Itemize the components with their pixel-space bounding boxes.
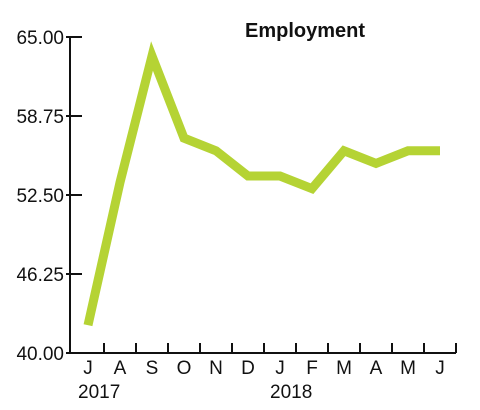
y-tick-label: 46.25 <box>16 265 64 286</box>
y-tick-label: 65.00 <box>16 28 64 49</box>
x-tick-label: J <box>435 358 445 379</box>
y-tick-label: 40.00 <box>16 344 64 365</box>
x-tick-label: S <box>146 358 159 379</box>
x-year-label: 2017 <box>78 382 120 403</box>
data-point <box>183 137 185 139</box>
x-tick-label: A <box>114 358 127 379</box>
data-point <box>119 181 121 183</box>
data-point <box>439 150 441 152</box>
x-tick-label: M <box>336 358 352 379</box>
data-point <box>151 55 153 57</box>
y-axis: 40.00 46.25 52.50 58.75 65.00 <box>16 28 82 365</box>
x-tick-label: F <box>306 358 318 379</box>
data-point <box>407 150 409 152</box>
y-tick-label: 52.50 <box>16 186 64 207</box>
x-tick-label: O <box>177 358 192 379</box>
data-point <box>215 150 217 152</box>
x-tick-label: N <box>209 358 223 379</box>
y-tick-label: 58.75 <box>16 107 64 128</box>
x-year-label: 2018 <box>270 382 312 403</box>
series-line <box>83 41 440 327</box>
data-point <box>87 324 89 326</box>
data-point <box>311 188 313 190</box>
data-point <box>279 175 281 177</box>
series-layer <box>83 41 441 327</box>
x-tick-label: J <box>275 358 285 379</box>
data-point <box>343 150 345 152</box>
data-point <box>247 175 249 177</box>
x-tick-label: M <box>400 358 416 379</box>
x-tick-label: D <box>241 358 255 379</box>
data-point <box>375 162 377 164</box>
x-tick-label: A <box>370 358 383 379</box>
x-tick-label: J <box>83 358 93 379</box>
chart-title: Employment <box>245 20 365 42</box>
